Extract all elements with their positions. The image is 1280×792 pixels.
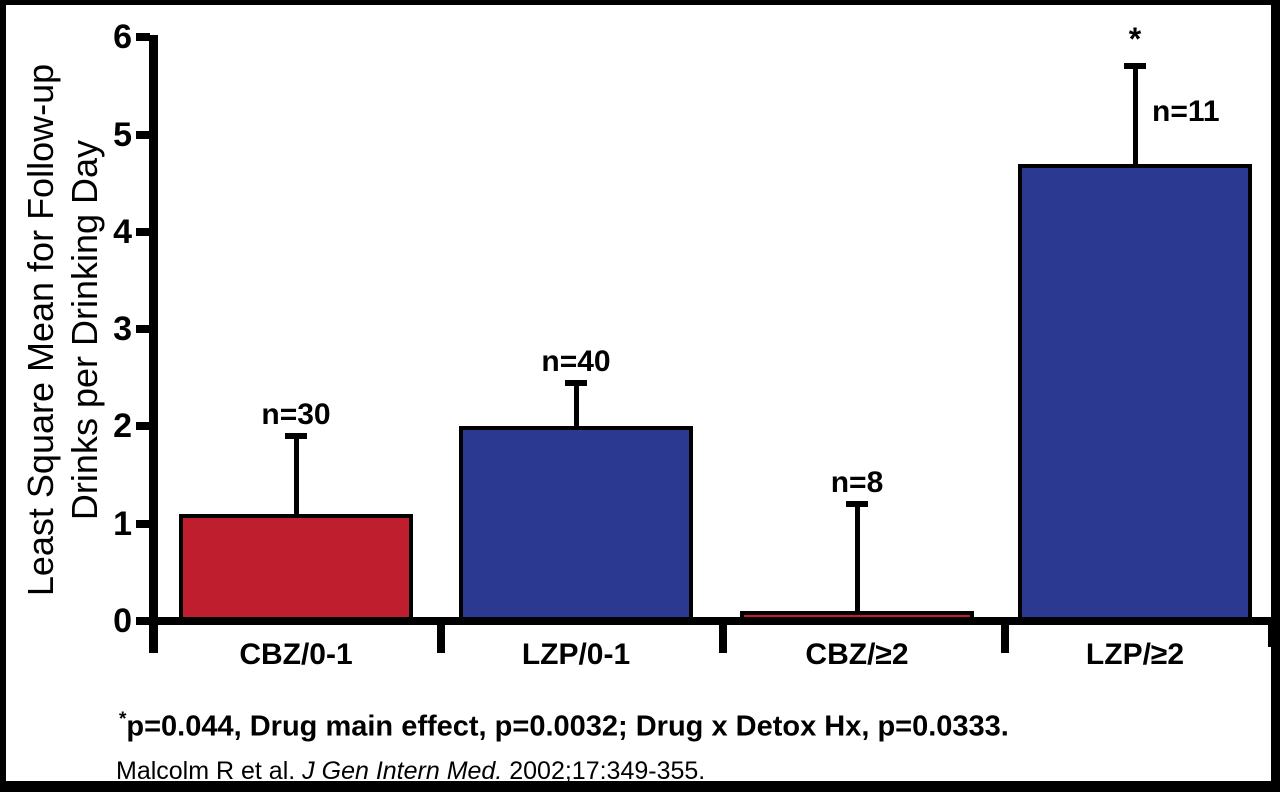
n-label: n=11 bbox=[1152, 95, 1220, 129]
citation-authors: Malcolm R et al. bbox=[116, 757, 303, 785]
y-tick-mark bbox=[136, 33, 150, 42]
y-tick-label: 4 bbox=[113, 212, 132, 251]
x-category-label: LZP/≥2 bbox=[1085, 638, 1185, 671]
footnote-marker: * bbox=[119, 709, 127, 730]
n-label: n=40 bbox=[541, 344, 611, 378]
error-bar-line bbox=[573, 382, 579, 427]
error-bar-line bbox=[293, 436, 299, 514]
error-bar-cap bbox=[285, 433, 307, 440]
y-tick-label: 6 bbox=[113, 18, 132, 57]
y-tick-mark bbox=[136, 325, 150, 334]
significance-asterisk: * bbox=[1128, 21, 1142, 57]
x-category-label: CBZ/≥2 bbox=[805, 638, 909, 671]
error-bar-line bbox=[854, 504, 860, 612]
citation-journal: J Gen Intern Med. bbox=[302, 757, 503, 785]
footnote-text: p=0.044, Drug main effect, p=0.0032; Dru… bbox=[126, 710, 1009, 743]
x-category-label: LZP/0-1 bbox=[521, 638, 631, 671]
y-tick-mark bbox=[136, 227, 150, 236]
x-axis-line bbox=[149, 617, 1271, 625]
y-tick-mark bbox=[136, 519, 150, 528]
x-axis-divider-tick bbox=[1001, 621, 1009, 653]
y-axis-label-line1: Least Square Mean for Follow-up bbox=[20, 63, 61, 597]
x-axis-end-tick bbox=[1268, 621, 1271, 647]
y-tick-mark bbox=[136, 617, 150, 625]
n-label: n=30 bbox=[261, 398, 331, 432]
citation: Malcolm R et al. J Gen Intern Med. 2002;… bbox=[116, 757, 706, 785]
y-tick-mark bbox=[136, 422, 150, 431]
error-bar-line bbox=[1132, 66, 1138, 164]
bar-LZP/0-1 bbox=[459, 426, 693, 621]
x-axis-divider-tick bbox=[719, 621, 727, 653]
citation-rest: 2002;17:349-355. bbox=[502, 757, 706, 785]
x-category-label: CBZ/0-1 bbox=[239, 638, 353, 671]
footnote: *p=0.044, Drug main effect, p=0.0032; Dr… bbox=[119, 703, 1009, 744]
y-tick-label: 5 bbox=[113, 115, 132, 154]
error-bar-cap bbox=[565, 379, 587, 386]
y-tick-label: 2 bbox=[113, 407, 132, 446]
y-axis-line bbox=[149, 35, 158, 653]
y-tick-label: 3 bbox=[113, 310, 132, 349]
error-bar-cap bbox=[846, 501, 868, 508]
n-label: n=8 bbox=[830, 466, 884, 500]
bar-CBZ/0-1 bbox=[179, 513, 413, 621]
y-tick-label: 0 bbox=[113, 602, 132, 640]
x-axis-divider-tick bbox=[437, 621, 445, 653]
y-tick-label: 1 bbox=[113, 504, 132, 543]
error-bar-cap bbox=[1124, 63, 1146, 70]
y-tick-mark bbox=[136, 130, 150, 139]
bar-LZP/≥2 bbox=[1018, 163, 1252, 621]
